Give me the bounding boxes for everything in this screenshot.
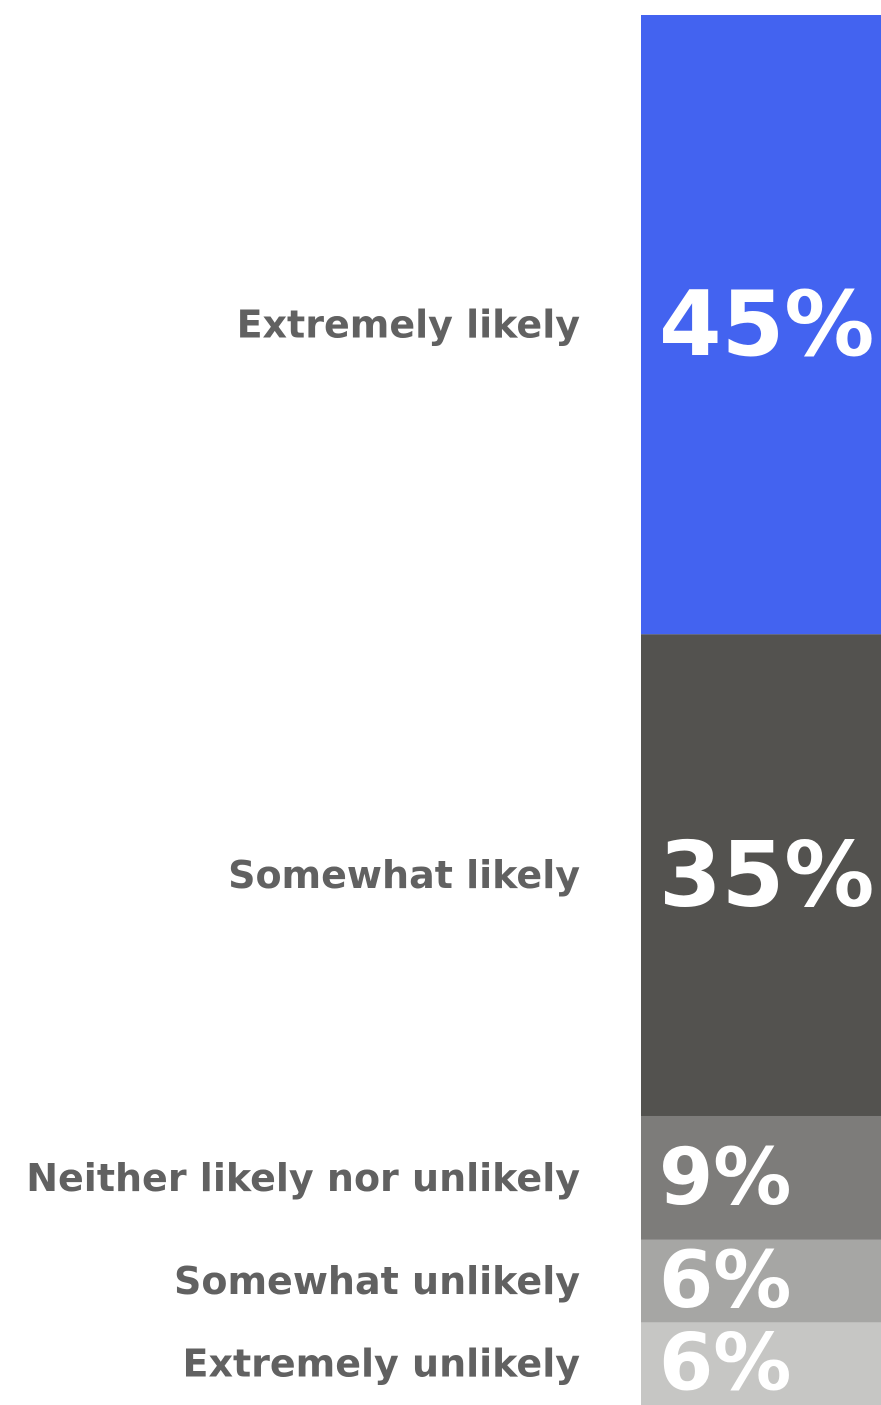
bar-segment-somewhat-likely	[641, 634, 881, 1116]
bar-segment-extremely-likely	[641, 15, 881, 635]
value-label-extremely-likely: 45%	[659, 272, 874, 377]
bar-segment-somewhat-unlikely	[641, 1239, 881, 1323]
value-label-somewhat-likely: 35%	[659, 823, 874, 928]
bar-segment-neither-likely-nor-unlikely	[641, 1115, 881, 1240]
value-label-neither-likely-nor-unlikely: 9%	[659, 1133, 791, 1223]
value-label-extremely-unlikely: 6%	[659, 1319, 791, 1405]
category-label-extremely-unlikely: Extremely unlikely	[182, 1342, 580, 1386]
category-label-somewhat-likely: Somewhat likely	[228, 853, 580, 897]
bar-segment-extremely-unlikely	[641, 1322, 881, 1405]
category-label-neither-likely-nor-unlikely: Neither likely nor unlikely	[26, 1156, 580, 1200]
category-label-somewhat-unlikely: Somewhat unlikely	[174, 1259, 580, 1303]
category-labels: Extremely likely Somewhat likely Neither l…	[26, 303, 580, 1386]
value-labels: 45% 35% 9% 6%6%	[659, 272, 874, 1405]
bar-segments	[641, 15, 881, 1405]
category-label-extremely-likely: Extremely likely	[237, 303, 581, 347]
value-label-somewhat-unlikely: 6%	[659, 1236, 791, 1326]
